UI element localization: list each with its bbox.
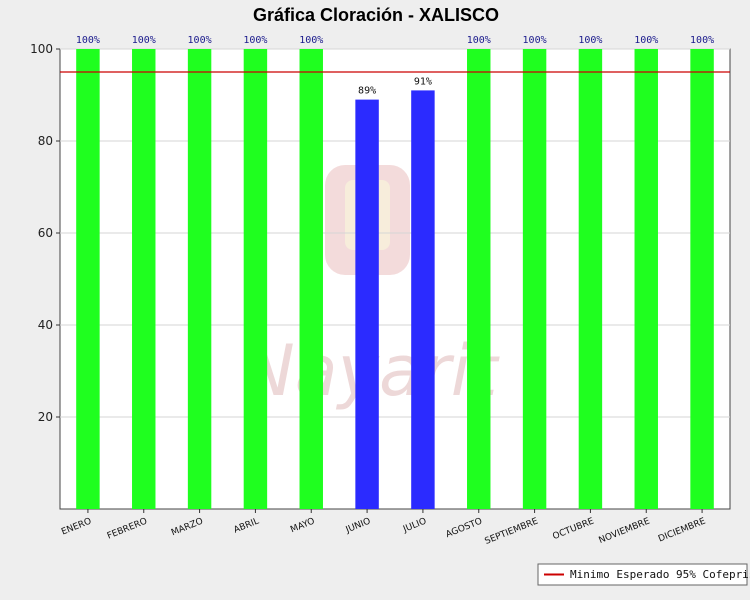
bars: 100% 100% 100% 100% 100% 89% 91% 100% 100% 100% 10…: [76, 35, 714, 510]
plot-area: [59, 48, 731, 510]
bar: [76, 49, 100, 509]
bar: [634, 49, 658, 509]
chart-title: Gráfica Cloración - XALISCO: [253, 5, 499, 25]
bar: [243, 49, 268, 509]
bar: [690, 49, 714, 509]
data-label: 100%: [467, 35, 491, 46]
bar: [355, 99, 379, 509]
data-label: 100%: [299, 35, 323, 46]
legend-entry: Minimo Esperado 95% Cofepris: [570, 568, 750, 581]
bar: [132, 49, 156, 509]
y-tick-label: 20: [38, 410, 53, 424]
bar: [578, 49, 603, 509]
data-label: 100%: [132, 35, 156, 46]
legend: Minimo Esperado 95% Cofepris: [537, 563, 750, 586]
y-tick-label: 100: [30, 42, 53, 56]
bar: [522, 49, 547, 509]
data-label: 100%: [243, 35, 267, 46]
data-label: 100%: [523, 35, 547, 46]
y-tick-label: 80: [38, 134, 53, 148]
bar: [299, 49, 323, 509]
y-tick-label: 40: [38, 318, 53, 332]
bar: [411, 90, 435, 510]
data-label: 89%: [358, 86, 376, 97]
data-label: 100%: [578, 35, 602, 46]
data-label: 100%: [690, 35, 714, 46]
legend-box: [537, 563, 748, 586]
bar: [187, 49, 212, 509]
y-axis: 20 40 60 80 100: [30, 42, 60, 424]
data-label: 100%: [188, 35, 212, 46]
y-tick-label: 60: [38, 226, 53, 240]
data-label: 100%: [634, 35, 658, 46]
data-label: 100%: [76, 35, 100, 46]
grid-lines: [60, 48, 730, 418]
data-label: 91%: [414, 76, 432, 87]
bar: [467, 49, 491, 509]
